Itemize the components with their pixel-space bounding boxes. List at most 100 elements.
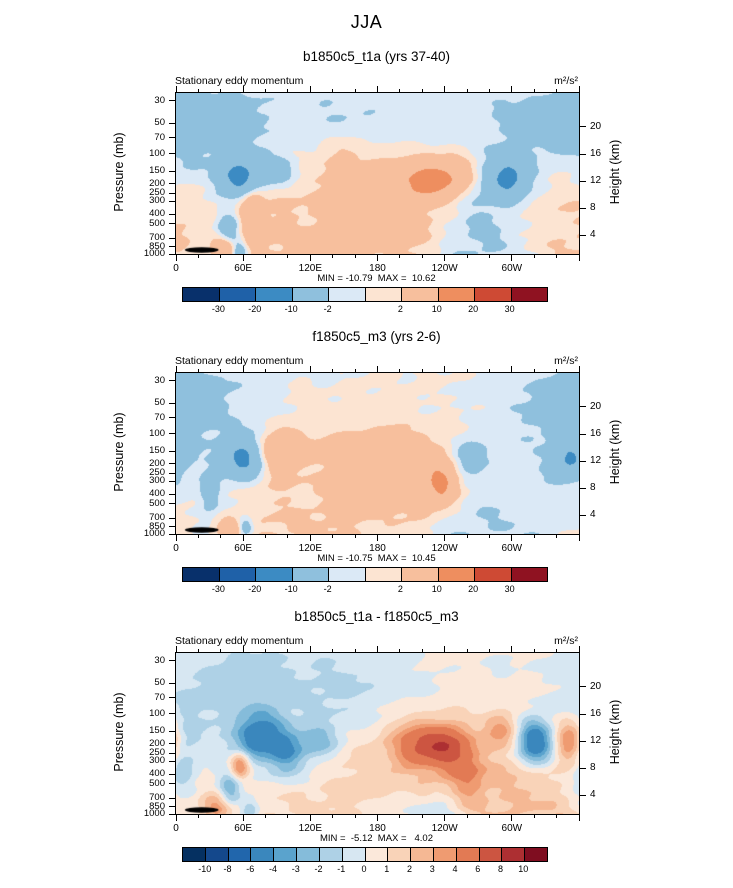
- x-axis-tick: [399, 535, 401, 538]
- x-axis-tick: [242, 646, 244, 652]
- pressure-axis-tick: [169, 170, 175, 172]
- x-axis-tick: [197, 255, 199, 258]
- colorbar-segment: [524, 848, 547, 861]
- x-axis-tick: [309, 815, 311, 821]
- colorbar-segment: [328, 288, 365, 301]
- pressure-tick-label: 70: [154, 411, 165, 423]
- x-axis-tick: [466, 649, 468, 652]
- colorbar-tick-label: -2: [323, 584, 332, 594]
- pressure-tick-label: 200: [149, 457, 165, 469]
- pressure-tick-label: 30: [154, 654, 165, 666]
- contour-field-canvas: [176, 93, 579, 254]
- x-tick-label: 180: [369, 543, 386, 554]
- pressure-tick-label: 850: [149, 800, 165, 812]
- x-axis-tick: [265, 369, 267, 372]
- pressure-axis-tick: [169, 752, 175, 754]
- pressure-axis-tick: [169, 402, 175, 404]
- figure-title: JJA: [350, 12, 383, 32]
- pressure-axis-tick: [169, 533, 175, 535]
- x-axis-tick: [511, 646, 513, 652]
- x-axis-tick: [287, 815, 289, 818]
- pressure-axis-tick: [169, 660, 175, 662]
- pressure-axis-tick: [169, 713, 175, 714]
- colorbar-tick-label: 6: [475, 864, 481, 874]
- colorbar-segment: [474, 288, 511, 301]
- x-axis-tick: [175, 815, 177, 821]
- height-axis-tick: [580, 153, 586, 155]
- x-tick-label: 180: [369, 263, 386, 274]
- x-axis-tick: [421, 815, 423, 818]
- panel-f1850c5-m3: f1850c5_m3 (yrs 2-6) Stationary eddy mom…: [0, 326, 733, 598]
- pressure-axis-tick: [169, 773, 175, 775]
- height-tick-label: 8: [590, 482, 596, 494]
- x-axis-tick: [377, 366, 378, 372]
- minmax-label: MIN = -5.12 MAX = 4.02: [320, 833, 433, 844]
- colorbar: [182, 287, 548, 302]
- colorbar-segment: [218, 568, 255, 581]
- x-axis-tick: [220, 535, 222, 538]
- x-tick-label: 120E: [298, 263, 323, 274]
- pressure-tick-label: 400: [149, 488, 165, 499]
- pressure-axis-tick: [169, 517, 175, 519]
- colorbar-tick-label: 2: [406, 864, 413, 874]
- x-axis-tick: [197, 649, 199, 652]
- x-tick-label: 60E: [234, 823, 253, 834]
- x-axis-tick: [354, 89, 356, 92]
- colorbar-tick-label: 20: [468, 304, 479, 314]
- pressure-axis-tick: [169, 417, 175, 419]
- x-axis-tick: [444, 646, 446, 652]
- x-axis-tick: [377, 255, 378, 261]
- colorbar-segment: [501, 848, 525, 861]
- colorbar-segment: [474, 568, 511, 581]
- pressure-axis-tick: [169, 760, 175, 762]
- x-axis-tick: [511, 255, 513, 261]
- x-axis-tick: [444, 535, 446, 541]
- pressure-axis-tick: [169, 450, 175, 452]
- pressure-tick-label: 500: [149, 777, 165, 789]
- x-axis-tick: [287, 89, 289, 92]
- pressure-axis-tick: [169, 223, 175, 225]
- height-axis-tick: [580, 686, 586, 688]
- x-axis-tick: [265, 815, 267, 818]
- colorbar-segment: [218, 288, 255, 301]
- pressure-tick-label: 400: [149, 768, 165, 779]
- pressure-axis-tick: [169, 472, 175, 474]
- colorbar-segment: [364, 848, 388, 861]
- colorbar: [182, 567, 548, 582]
- pressure-axis-tick: [169, 192, 175, 194]
- colorbar-segment: [183, 848, 205, 861]
- x-axis-tick: [309, 366, 311, 372]
- colorbar-tick-label: -30: [211, 584, 225, 594]
- pressure-axis-tick: [169, 783, 175, 785]
- colorbar-segment: [183, 288, 219, 301]
- colorbar-tick-label: 0: [361, 864, 367, 874]
- x-axis-tick: [488, 535, 490, 538]
- x-axis-tick: [309, 255, 311, 261]
- colorbar-tick-label: 2: [397, 584, 403, 594]
- x-axis-tick: [399, 369, 401, 372]
- x-axis-tick: [175, 255, 177, 261]
- height-tick-label: 4: [590, 789, 596, 801]
- x-axis-tick: [556, 535, 558, 538]
- pressure-tick-label: 50: [154, 117, 165, 129]
- x-axis-tick: [220, 369, 222, 372]
- height-tick-label: 16: [590, 708, 602, 720]
- colorbar-segment: [250, 848, 274, 861]
- units-label: m²/s²: [554, 75, 578, 87]
- x-axis-tick: [377, 86, 378, 92]
- x-axis-tick: [309, 646, 311, 652]
- plot-header: Stationary eddy momentum m²/s²: [175, 75, 578, 87]
- x-tick-label: 180: [369, 823, 386, 834]
- colorbar-segment: [364, 288, 401, 301]
- colorbar-segment: [227, 848, 251, 861]
- pressure-axis-tick: [169, 743, 175, 745]
- pressure-tick-label: 700: [149, 512, 165, 524]
- x-axis-tick: [488, 815, 490, 818]
- x-axis-tick: [220, 89, 222, 92]
- pressure-tick-label: 250: [149, 187, 165, 199]
- colorbar-tick-label: -6: [246, 864, 255, 874]
- x-axis-tick: [265, 255, 267, 258]
- x-axis-tick: [488, 649, 490, 652]
- x-axis-tick: [578, 366, 580, 372]
